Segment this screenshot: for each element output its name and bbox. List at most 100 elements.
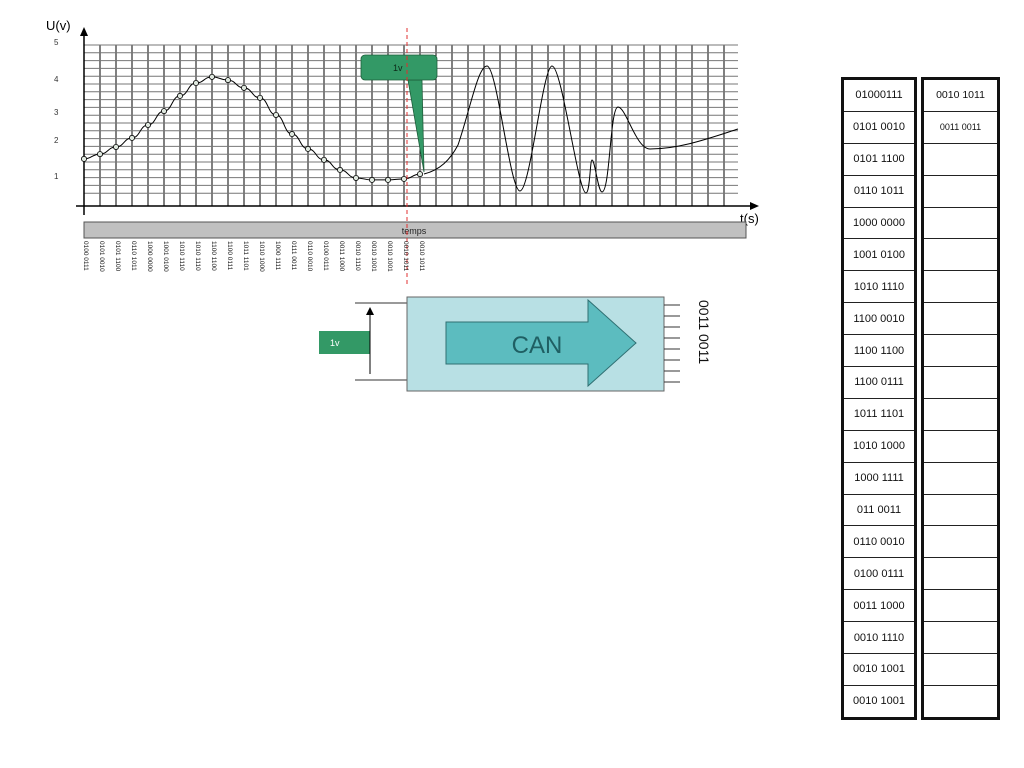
table-cell (924, 367, 997, 399)
sample-point (368, 176, 375, 183)
y-tick-label: 2 (54, 136, 59, 145)
arrow-up-icon (366, 307, 374, 315)
sample-code-label: 0100 0111 (322, 241, 329, 271)
y-tick-label: 4 (54, 75, 59, 84)
table-cell: 0010 1110 (844, 622, 914, 655)
sample-code-label: 0010 1110 (354, 241, 361, 271)
sample-code-label: 1010 1110 (194, 241, 201, 271)
y-tick-label: 1 (54, 172, 59, 181)
table-cell: 0010 1001 (853, 695, 905, 708)
sample-code-label: 0010 1001 (386, 241, 393, 272)
sample-point (240, 84, 247, 91)
can-label: CAN (512, 332, 563, 359)
signal-continuation-line (423, 65, 739, 194)
sample-code-label: 0100 0111 (82, 241, 89, 271)
x-axis-arrow-icon (750, 202, 759, 210)
sample-code-label: 1100 1100 (210, 241, 217, 271)
sample-point (144, 121, 151, 128)
table-cell (924, 271, 997, 304)
sample-code-label: 0011 1000 (338, 241, 345, 272)
sample-point (272, 111, 279, 118)
table-cell: 1010 1000 (844, 431, 914, 463)
table-cell (924, 239, 997, 272)
table-cell: 0100 0111 (844, 558, 914, 591)
table-cell (924, 686, 997, 717)
sample-point (400, 175, 407, 182)
input-voltage-label: 1v (330, 338, 340, 348)
sample-code-label: 0101 0010 (98, 241, 105, 272)
table-cell: 0010 1001 (844, 654, 914, 686)
table-cell: 011 0011 (844, 495, 914, 527)
sample-point (336, 166, 343, 173)
table-cell (924, 335, 997, 368)
sample-code-label: 0110 1011 (130, 241, 137, 271)
sampled-signal-line (83, 76, 421, 181)
output-codes-table: 0010 1011 0011 0011 (921, 77, 1000, 720)
sample-code-label: 1010 1110 (178, 241, 185, 271)
sample-codes-table: 01000111 0101 0010 0101 1100 0110 1011 1000 … (841, 77, 917, 720)
y-axis-label: U(v) (46, 18, 71, 33)
table-cell (924, 463, 997, 495)
sample-point (384, 176, 391, 183)
table-cell: 1100 0010 (844, 303, 914, 336)
sample-point (352, 174, 359, 181)
table-cell (924, 208, 997, 240)
table-cell: 0101 0010 (844, 112, 914, 144)
table-cell (924, 495, 997, 527)
sample-code-label: 0111 0011 (290, 241, 297, 271)
sample-point (208, 73, 215, 80)
can-arrow-icon (445, 298, 637, 388)
table-cell: 1000 0000 (844, 208, 914, 240)
chart-grid (84, 44, 738, 206)
table-cell: 01000111 (844, 80, 914, 112)
table-cell (924, 526, 997, 559)
table-cell: 0110 1011 (844, 176, 914, 208)
sample-point (97, 151, 104, 158)
y-tick-label: 5 (54, 38, 59, 47)
sample-code-label: 1010 1000 (258, 241, 265, 272)
sample-point (304, 145, 311, 152)
table-cell (924, 558, 997, 591)
table-cell (924, 303, 997, 336)
sample-point (288, 131, 295, 138)
input-voltage-box (319, 331, 370, 354)
sample-code-label: 0010 1001 (370, 241, 377, 272)
table-cell (924, 431, 997, 463)
table-cell: 0011 0011 (924, 112, 997, 144)
sample-point (128, 134, 135, 141)
table-cell: 0101 1100 (844, 144, 914, 176)
sample-point (81, 155, 88, 162)
sample-code-label: 0010 1011 (402, 241, 409, 272)
sample-point (176, 92, 183, 99)
sample-point (416, 171, 423, 178)
table-cell: 1100 0111 (844, 367, 914, 399)
time-bar (83, 221, 747, 239)
table-cell: 1011 1101 (844, 399, 914, 431)
table-cell (924, 176, 997, 208)
callout-pointer (407, 79, 425, 173)
y-tick-label: 3 (54, 108, 59, 117)
sample-code-label: 1000 1111 (274, 241, 281, 271)
sample-code-label: 1000 0000 (146, 241, 153, 272)
table-cell: 1100 1100 (844, 335, 914, 368)
voltage-callout (360, 54, 438, 81)
table-cell: 0011 1000 (844, 590, 914, 623)
sample-point (113, 143, 120, 150)
sample-code-label: 1100 0111 (226, 241, 233, 271)
table-cell (924, 144, 997, 176)
sample-code-label: 0101 1100 (114, 241, 121, 272)
sample-code-label: 1011 1101 (242, 241, 249, 271)
table-cell (924, 622, 997, 655)
table-cell (924, 590, 997, 623)
table-cell: 1001 0100 (844, 239, 914, 272)
output-code: 0011 0011 (696, 300, 712, 364)
table-cell: 0110 0010 (844, 526, 914, 559)
y-axis-arrow-icon (80, 27, 88, 36)
table-cell (924, 399, 997, 431)
sample-code-label: 1001 0100 (162, 241, 169, 272)
table-cell: 1000 1111 (844, 463, 914, 495)
sample-point (160, 108, 167, 115)
sample-point (224, 77, 231, 84)
sample-code-label: 0010 1011 (418, 241, 425, 272)
